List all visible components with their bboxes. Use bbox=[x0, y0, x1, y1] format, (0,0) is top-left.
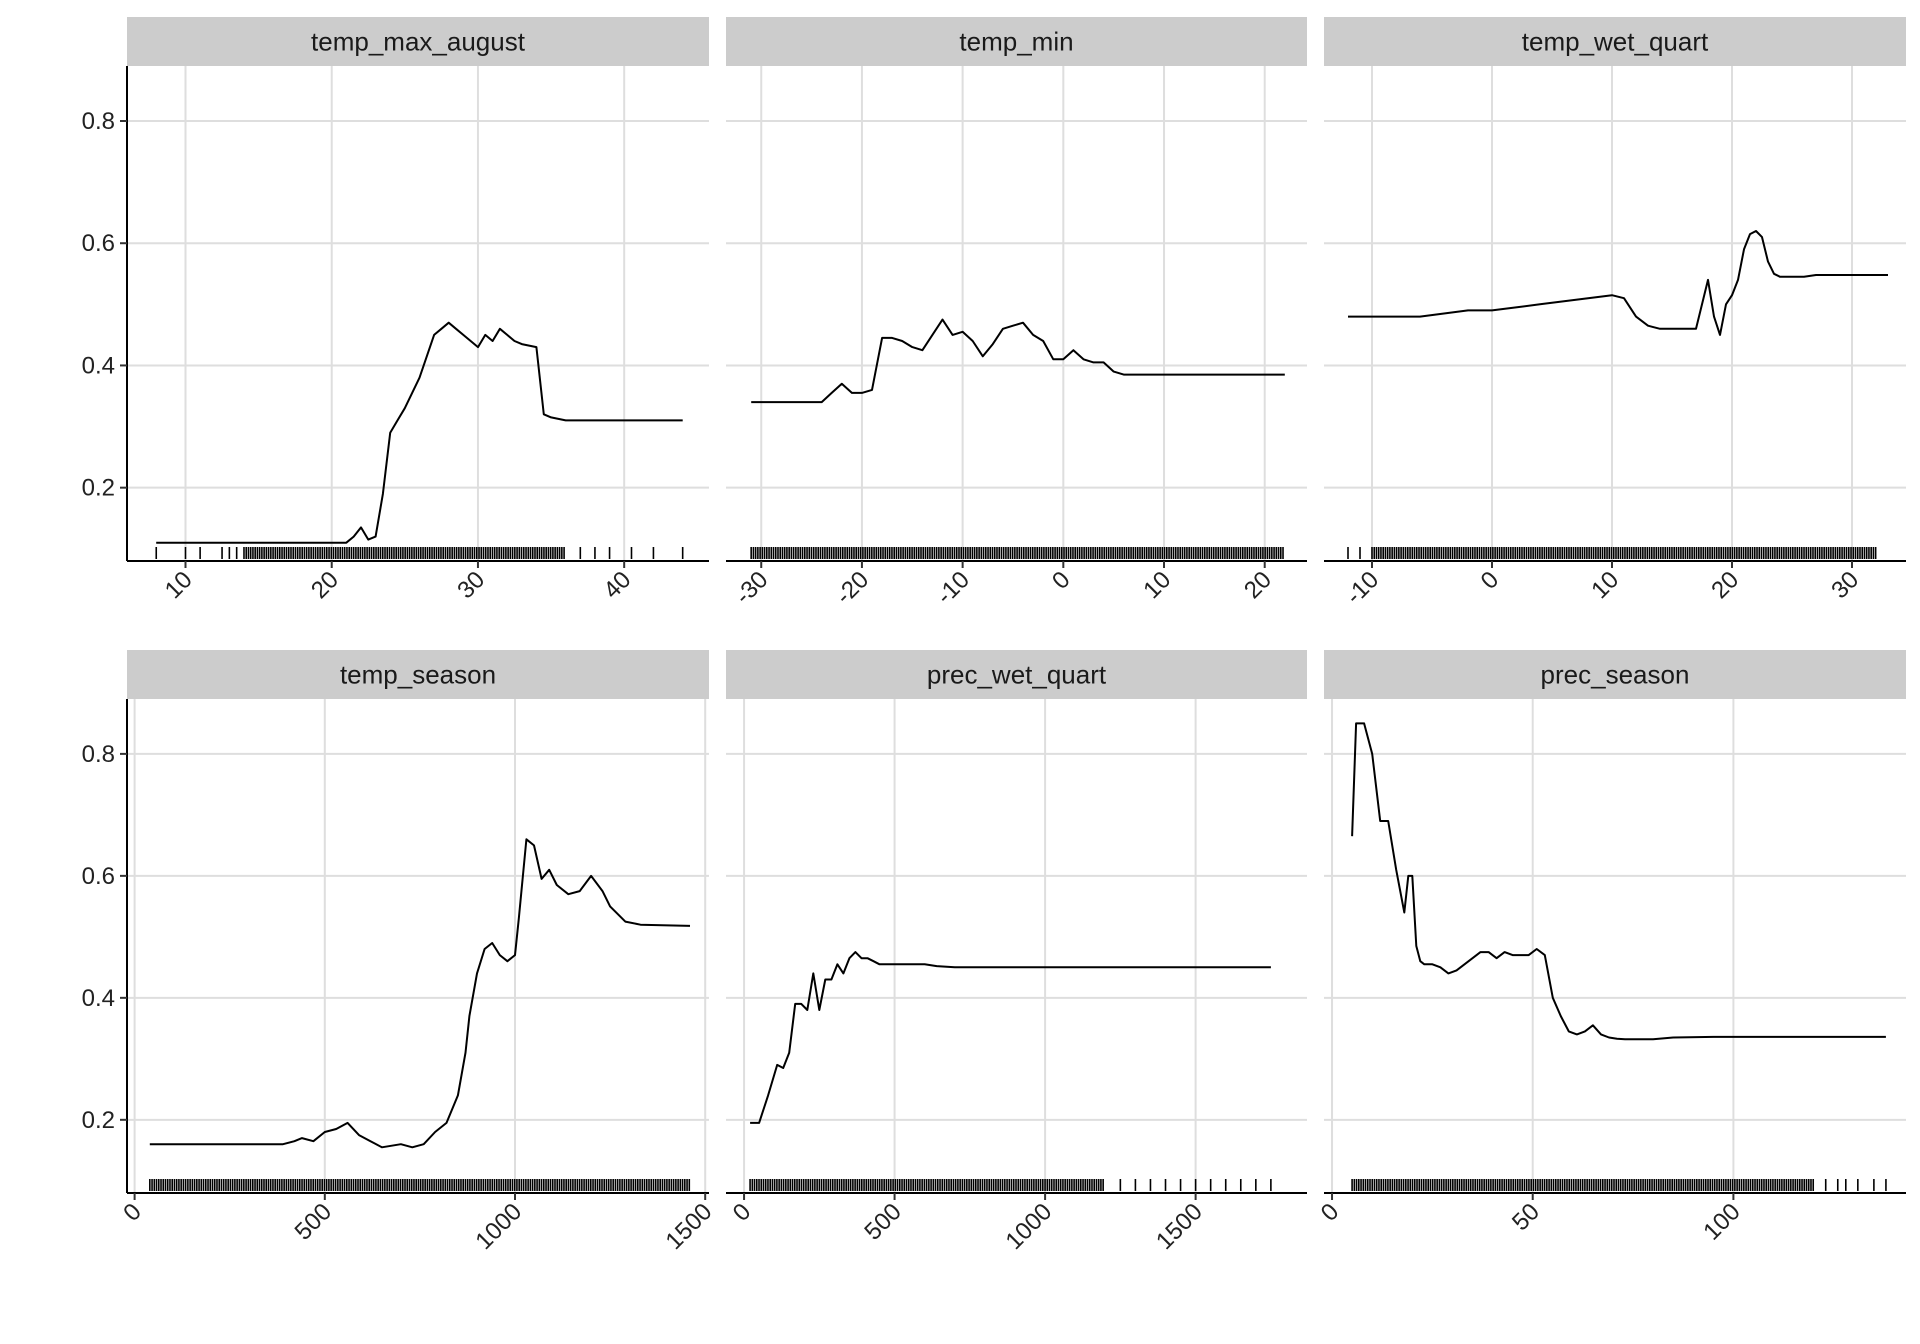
series-line bbox=[751, 318, 1285, 404]
y-tick-label: 0.2 bbox=[82, 1107, 115, 1134]
facet-strip bbox=[1324, 650, 1906, 699]
facet-panel-temp-season: temp_season 0.2 0.4 0.6 0.8 0 500 1000 1500 bbox=[82, 650, 718, 1255]
facet-strip bbox=[127, 17, 709, 66]
facet-strip bbox=[127, 650, 709, 699]
y-tick-label: 0.4 bbox=[82, 985, 115, 1012]
rug-marks bbox=[750, 547, 1284, 559]
y-tick-label: 0.8 bbox=[82, 108, 115, 135]
series-line bbox=[750, 951, 1271, 1124]
x-tick-label: 1000 bbox=[1000, 1198, 1057, 1255]
x-tick-label: 20 bbox=[1239, 566, 1277, 604]
x-tick-label: 1500 bbox=[661, 1198, 718, 1255]
x-tick-label: 30 bbox=[1826, 566, 1864, 604]
rug-marks bbox=[149, 1179, 691, 1191]
y-tick-label: 0.6 bbox=[82, 863, 115, 890]
x-tick-label: -10 bbox=[1341, 566, 1385, 610]
y-tick-label: 0.2 bbox=[82, 475, 115, 502]
series-line bbox=[156, 321, 683, 544]
facet-strip bbox=[726, 650, 1307, 699]
x-tick-label: 30 bbox=[452, 566, 490, 604]
x-tick-label: 0 bbox=[728, 1198, 757, 1227]
facet-title: prec_season bbox=[1541, 660, 1690, 690]
facet-strip bbox=[726, 17, 1307, 66]
x-tick-label: 0 bbox=[1476, 566, 1505, 595]
facet-title: prec_wet_quart bbox=[927, 660, 1107, 690]
x-tick-label: 40 bbox=[598, 566, 636, 604]
x-tick-label: 1500 bbox=[1151, 1198, 1208, 1255]
x-tick-label: 20 bbox=[306, 566, 344, 604]
series-line bbox=[1348, 230, 1888, 336]
facet-title: temp_min bbox=[959, 27, 1073, 57]
x-tick-label: 0 bbox=[1047, 566, 1076, 595]
series-line bbox=[149, 838, 691, 1149]
facet-title: temp_max_august bbox=[311, 27, 526, 57]
facet-panel-prec-wet-quart: prec_wet_quart 0 500 1000 1500 bbox=[726, 650, 1307, 1255]
x-tick-label: 100 bbox=[1698, 1198, 1745, 1245]
x-tick-label: 0 bbox=[1316, 1198, 1345, 1227]
x-tick-label: 50 bbox=[1507, 1198, 1545, 1236]
y-tick-label: 0.8 bbox=[82, 741, 115, 768]
x-tick-label: -10 bbox=[931, 566, 975, 610]
rug-marks bbox=[1351, 1179, 1887, 1191]
rug-marks bbox=[749, 1179, 1272, 1191]
facet-strip bbox=[1324, 17, 1906, 66]
facet-panel-prec-season: prec_season 0 50 100 bbox=[1316, 650, 1906, 1246]
x-tick-label: 20 bbox=[1706, 566, 1744, 604]
rug-marks bbox=[1347, 547, 1877, 559]
series-line bbox=[1351, 722, 1886, 1041]
facet-title: temp_season bbox=[340, 660, 496, 690]
x-tick-label: 1000 bbox=[470, 1198, 527, 1255]
x-tick-label: 10 bbox=[160, 566, 198, 604]
facet-panel-temp-wet-quart: temp_wet_quart -10 0 10 20 30 bbox=[1324, 17, 1906, 610]
y-tick-label: 0.6 bbox=[82, 230, 115, 257]
x-tick-label: 500 bbox=[859, 1198, 906, 1245]
facet-panel-temp-max-august: temp_max_august 0.2 0.4 0.6 0.8 10 20 30 40 bbox=[82, 17, 709, 604]
x-tick-label: 10 bbox=[1138, 566, 1176, 604]
facet-title: temp_wet_quart bbox=[1522, 27, 1709, 57]
x-tick-label: -30 bbox=[730, 566, 774, 610]
x-tick-label: 500 bbox=[290, 1198, 337, 1245]
x-tick-label: 0 bbox=[118, 1198, 147, 1227]
facet-panel-temp-min: temp_min -30 -20 -10 0 10 20 bbox=[726, 17, 1307, 610]
x-tick-label: 10 bbox=[1586, 566, 1624, 604]
x-tick-label: -20 bbox=[831, 566, 875, 610]
rug-marks bbox=[155, 547, 684, 559]
y-tick-label: 0.4 bbox=[82, 352, 115, 379]
